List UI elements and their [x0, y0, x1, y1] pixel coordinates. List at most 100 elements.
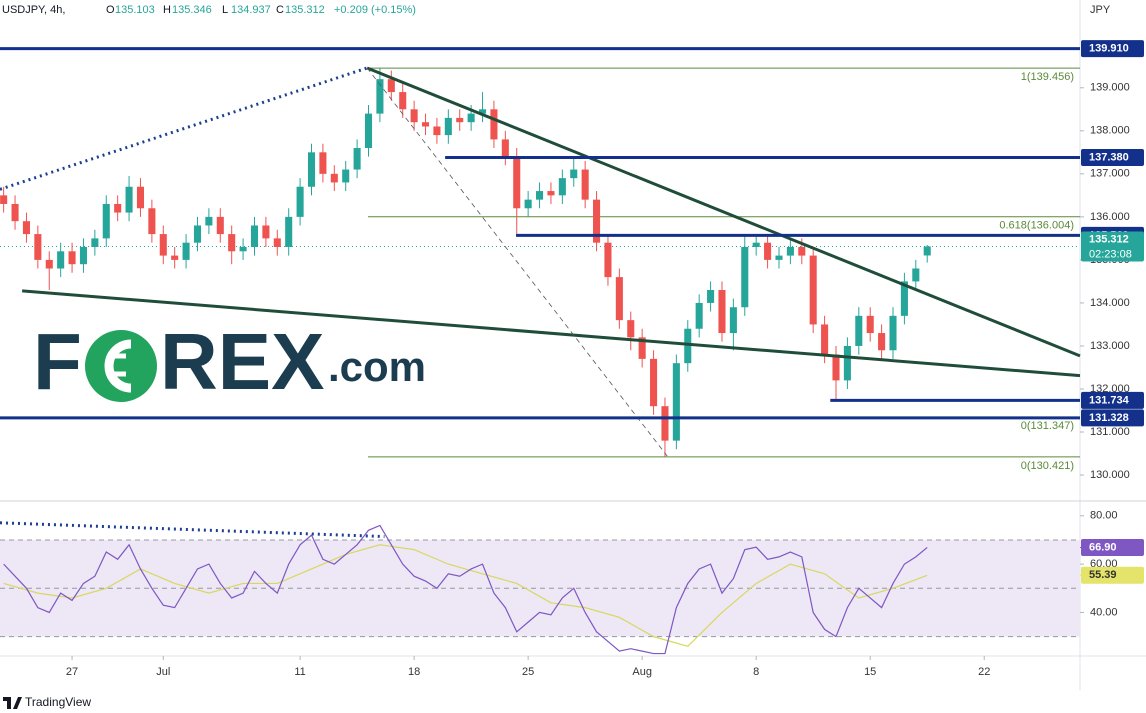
footer-text: TradingView [25, 695, 91, 709]
symbol: USDJPY, 4h, [2, 4, 65, 16]
candle-body [923, 246, 931, 256]
candle-body [125, 186, 133, 213]
x-tick-label: Jul [156, 666, 170, 678]
candle-body [376, 79, 384, 114]
y-tick-label: 40.00 [1090, 606, 1118, 618]
candle-body [159, 234, 167, 256]
candle-body [228, 234, 236, 252]
candle-body [707, 290, 715, 303]
candle-body [22, 221, 30, 235]
rsi-line [3, 524, 928, 655]
candle-body [558, 178, 566, 196]
ohlc-key: O [106, 4, 115, 16]
price-badge [1081, 538, 1144, 556]
ohlc-key: C [276, 4, 284, 16]
candle-body [889, 315, 897, 351]
candle-body [114, 203, 122, 213]
trendline [0, 521, 385, 539]
candle-body [171, 255, 179, 260]
candle-body [900, 281, 908, 316]
y-tick-label: 137.000 [1090, 168, 1130, 180]
candle-body [547, 191, 555, 196]
y-tick-label: 130.000 [1090, 469, 1130, 481]
candle-body [615, 277, 623, 321]
candle-body [718, 290, 726, 334]
price-badge-label: 55.39 [1089, 569, 1117, 581]
candle-body [752, 242, 760, 247]
y-tick-label: 134.000 [1090, 297, 1130, 309]
x-tick-label: Aug [632, 666, 652, 678]
candle-body [581, 169, 589, 200]
ohlc-key: H [163, 4, 171, 16]
candle-body [353, 148, 361, 170]
candle-body [399, 92, 407, 110]
y-tick-label: 131.000 [1090, 426, 1130, 438]
candle-body [444, 117, 452, 136]
candle-body [501, 139, 509, 157]
candle-body [513, 156, 521, 209]
candle-body [342, 169, 350, 183]
y-tick-label: 133.000 [1090, 340, 1130, 352]
candle-body [478, 109, 487, 114]
candle-body [741, 246, 749, 308]
candle-body [11, 203, 19, 222]
y-tick-label: 139.000 [1090, 82, 1130, 94]
forex-logo: F REX .com [33, 317, 426, 406]
ohlc-value: 134.937 [231, 4, 271, 16]
candle-body [34, 234, 42, 260]
candle-body [866, 315, 874, 334]
candle-body [798, 246, 806, 256]
x-tick-label: 11 [294, 666, 305, 678]
ohlc-value: 135.346 [172, 4, 212, 16]
candle-body [524, 199, 532, 209]
candle-body [136, 186, 145, 209]
candle-body [809, 255, 817, 325]
change: +0.209 (+0.15%) [334, 4, 416, 16]
candle-body [262, 225, 270, 239]
candle-body [45, 259, 53, 269]
candle-body [490, 109, 498, 140]
candle-body [0, 195, 8, 204]
x-tick-label: 22 [978, 666, 990, 678]
layer: 130.000131.000132.000133.000134.000135.0… [0, 40, 1144, 678]
candle-body [273, 238, 281, 247]
rsi-line [3, 544, 928, 647]
candle-body [821, 324, 829, 355]
candle-body [421, 122, 430, 127]
candle-body [536, 191, 544, 200]
price-badge-label: 66.90 [1089, 541, 1117, 553]
candle-body [638, 337, 646, 359]
ohlc-value: 135.312 [285, 4, 325, 16]
x-tick-label: 25 [522, 666, 534, 678]
tradingview-icon [3, 697, 22, 709]
candle-body [684, 328, 692, 364]
candle-body [216, 216, 224, 235]
x-tick-label: 18 [408, 666, 420, 678]
price-badge [1081, 40, 1144, 58]
trendline [0, 66, 368, 191]
logo-text: .com [328, 343, 426, 390]
candle-body [319, 152, 327, 174]
price-badge [1081, 409, 1144, 427]
candle-body [729, 307, 737, 334]
candle-body [672, 363, 680, 441]
x-tick-label: 15 [864, 666, 876, 678]
logo-text: F [33, 317, 82, 406]
candle-body [878, 333, 886, 351]
logo-text: REX [160, 317, 325, 406]
y-tick-label: 80.00 [1090, 510, 1118, 522]
candle-body [433, 126, 441, 136]
candle-body [68, 251, 76, 265]
candle-body [627, 320, 635, 338]
candle-body [456, 117, 464, 123]
candle-body [57, 251, 65, 269]
logo-o-glyph [104, 339, 132, 393]
y-tick-label: 138.000 [1090, 125, 1130, 137]
candle-body [604, 242, 612, 278]
logo-o [85, 330, 157, 402]
candle-body [91, 238, 99, 247]
ohlc-key: L [222, 4, 228, 16]
price-badge [1081, 148, 1144, 166]
